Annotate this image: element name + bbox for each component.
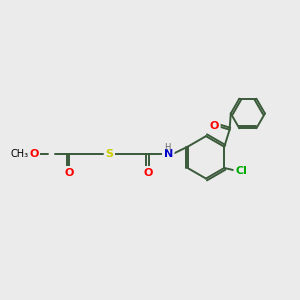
Text: S: S (105, 149, 113, 159)
Text: O: O (144, 168, 153, 178)
Text: CH₃: CH₃ (11, 149, 28, 159)
Text: N: N (164, 149, 173, 159)
Text: Cl: Cl (235, 166, 247, 176)
Text: H: H (164, 143, 171, 152)
Text: O: O (29, 149, 38, 159)
Text: O: O (64, 168, 74, 178)
Text: O: O (210, 121, 219, 131)
